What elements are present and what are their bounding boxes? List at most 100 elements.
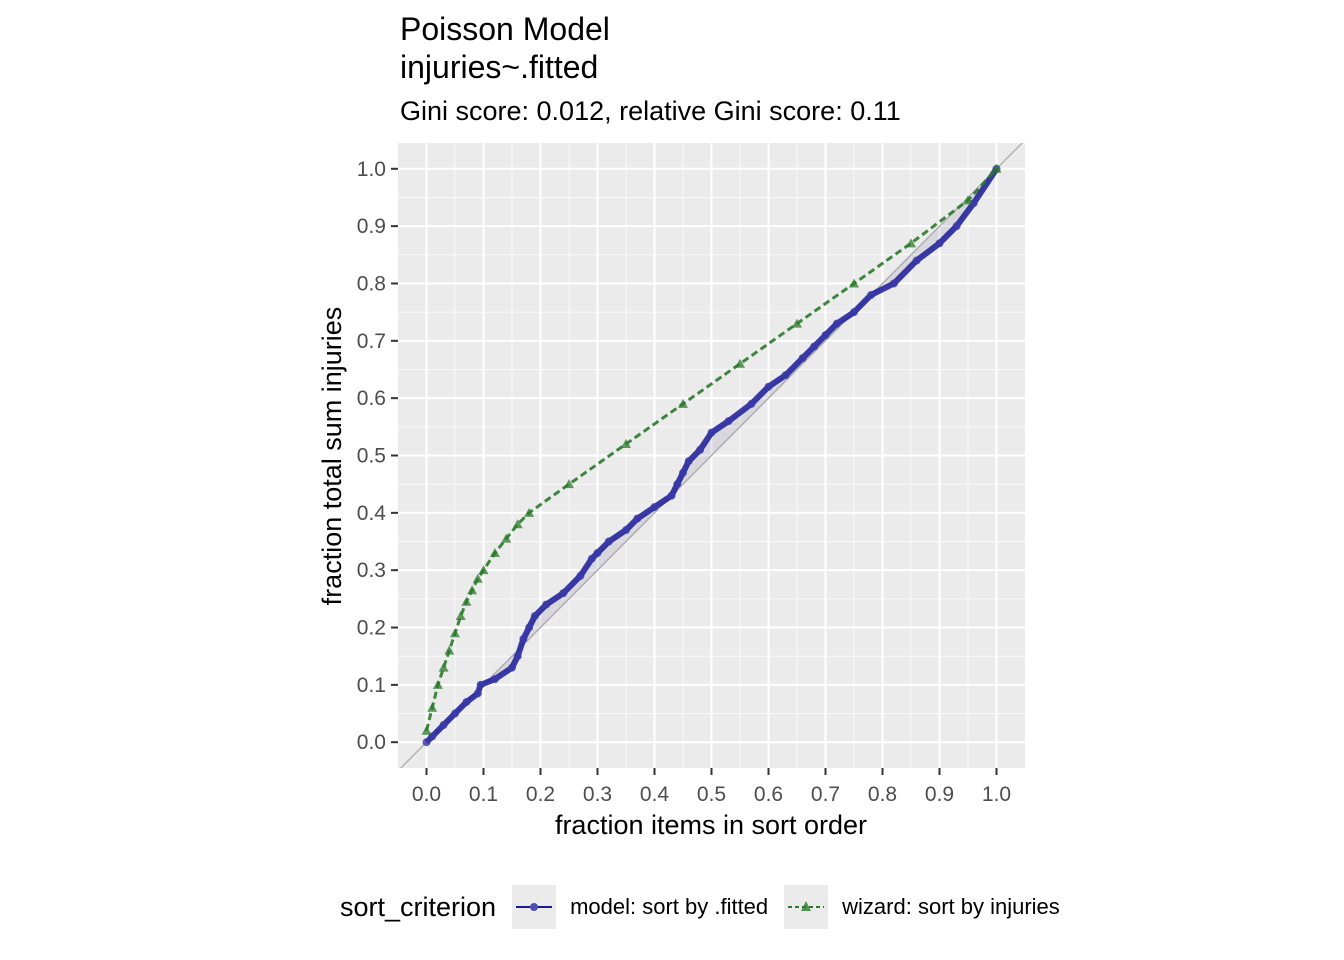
point-wizard [427,702,438,712]
point-model [519,634,528,643]
axis-ticks: 0.0 0.1 0.2 0.3 0.4 0.5 0.6 0.7 0.8 0.9 1.0 0.0 0.1 0… [357,158,1011,806]
point-model [707,428,716,437]
point-model [633,514,642,523]
legend-label-wizard: wizard: sort by injuries [842,894,1060,919]
point-model [684,457,693,466]
x-tick-label: 0.4 [640,783,670,806]
x-tick-label: 0.3 [583,783,612,806]
point-model [576,571,585,580]
point-wizard [963,195,973,205]
point-model [473,689,482,698]
legend-circle-icon [530,903,539,911]
point-model [679,468,687,477]
point-model [798,354,807,363]
point-model [781,371,790,380]
y-axis-title: fraction total sum injuries [317,307,347,606]
point-model [525,623,534,632]
y-tick-label: 0.6 [357,387,386,410]
point-wizard [906,238,916,248]
chart-subtitle: Gini score: 0.012, relative Gini score: … [400,96,901,126]
point-model [747,399,756,408]
point-wizard [849,278,859,288]
point-model [587,554,596,563]
point-wizard [438,662,449,672]
point-wizard [455,611,466,621]
point-model [810,342,819,351]
chart-marks [399,143,1024,768]
point-model [889,279,898,288]
point-model [476,680,485,689]
point-model [462,698,471,707]
legend: sort_criterion model: sort by .fitted wi… [340,884,1076,930]
point-model [439,720,448,729]
point-model [952,222,961,231]
legend-title: sort_criterion [340,891,497,922]
point-wizard [991,163,1002,173]
point-model [673,480,682,489]
x-tick-label: 0.7 [811,783,840,806]
y-tick-label: 0.9 [357,215,386,238]
chart-title-line2: injuries~.fitted [400,49,599,85]
point-model [850,308,858,317]
y-tick-label: 1.0 [357,158,386,181]
point-model [764,382,773,391]
point-model [508,663,516,672]
legend-key-model [512,885,557,929]
point-model [935,239,944,248]
point-wizard [792,318,802,328]
point-model [696,445,705,454]
point-model [912,256,921,265]
point-wizard [564,479,574,489]
point-wizard [432,679,443,689]
point-wizard [512,519,523,529]
point-model [867,290,876,299]
x-tick-label: 0.6 [754,783,783,806]
point-wizard [478,565,489,575]
point-wizard [450,628,460,638]
point-model [604,537,613,546]
diagonal-reference-line [399,143,1024,768]
y-tick-label: 0.5 [357,445,386,468]
x-tick-label: 0.1 [469,783,498,806]
point-model [490,675,499,684]
point-model [667,491,676,500]
point-model [969,199,978,208]
point-wizard [501,533,512,543]
point-model [513,652,522,661]
x-tick-label: 0.9 [925,783,954,806]
grid-lines [398,143,1025,768]
y-tick-label: 0.7 [357,330,386,353]
x-tick-label: 0.0 [412,783,441,806]
y-tick-label: 0.4 [357,502,387,525]
point-wizard [621,439,631,449]
point-wizard [467,585,478,595]
y-tick-label: 0.0 [357,731,386,754]
point-model [559,589,568,598]
point-model [821,331,830,340]
y-tick-label: 0.1 [357,674,386,697]
x-tick-label: 1.0 [982,783,1011,806]
point-model [422,738,431,747]
x-tick-label: 0.8 [868,783,897,806]
legend-label-model: model: sort by .fitted [570,894,769,919]
x-tick-label: 0.5 [697,783,726,806]
point-model [832,319,841,328]
point-wizard [524,507,535,517]
x-axis-title: fraction items in sort order [555,810,867,840]
y-tick-label: 0.8 [357,272,386,295]
point-wizard [421,725,432,735]
legend-triangle-icon [801,901,812,911]
point-model [451,709,459,718]
point-model [593,548,602,557]
point-model [530,612,539,621]
y-tick-label: 0.2 [357,617,386,640]
point-model [650,503,659,512]
legend-key-wizard [784,885,829,929]
point-wizard [461,596,472,606]
point-model [622,526,630,535]
point-wizard [489,547,500,557]
point-model [724,417,733,426]
chart-title-line1: Poisson Model [400,11,610,47]
point-wizard [735,358,745,368]
